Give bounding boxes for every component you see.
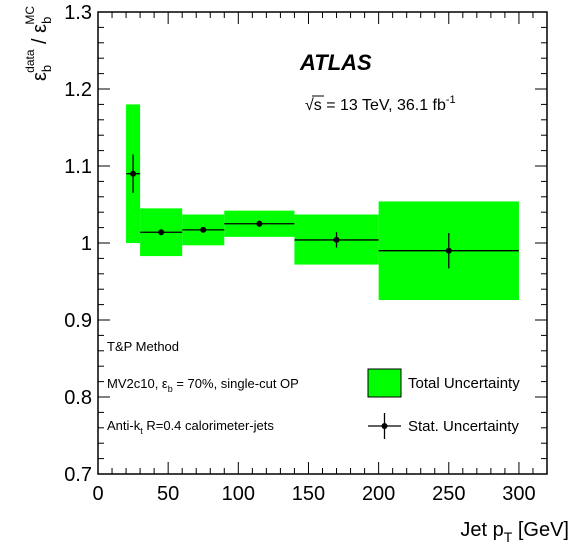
- y-tick-label: 0.8: [64, 387, 92, 409]
- jet-collection-label: Anti-kt R=0.4 calorimeter-jets: [107, 418, 274, 436]
- legend-stat-uncertainty-label: Stat. Uncertainty: [408, 418, 519, 435]
- data-point: [200, 226, 207, 233]
- legend-stat-marker: [381, 423, 388, 429]
- data-points: [126, 154, 519, 269]
- total-uncertainty-bands: [126, 104, 519, 300]
- data-point: [158, 229, 165, 236]
- legend: Total Uncertainty Stat. Uncertainty: [367, 368, 520, 439]
- data-point: [256, 220, 263, 227]
- x-tick-label: 0: [92, 483, 103, 505]
- x-tick-label: 300: [502, 483, 535, 505]
- legend-total-uncertainty-swatch: [367, 368, 402, 398]
- y-tick-label: 0.7: [64, 464, 92, 486]
- x-axis-ticks: 0 50 100 150 200 250 300: [92, 12, 548, 505]
- tagger-label: MV2c10, εb = 70%, single-cut OP: [107, 376, 299, 394]
- y-tick-label: 1.2: [64, 79, 92, 101]
- x-tick-label: 150: [292, 483, 325, 505]
- x-tick-label: 100: [222, 483, 255, 505]
- y-tick-label: 1: [81, 233, 92, 255]
- y-tick-label: 1.3: [64, 2, 92, 24]
- y-axis-label: εbdata / εbMC: [23, 6, 54, 81]
- x-tick-label: 50: [157, 483, 179, 505]
- y-axis-ticks: 0.7 0.8 0.9 1 1.1 1.2 1.3: [64, 2, 547, 486]
- data-point: [445, 247, 452, 254]
- data-point: [333, 236, 340, 243]
- energy-lumi-label: √s = 13 TeV, 36.1 fb-1: [305, 94, 456, 114]
- atlas-label: ATLAS: [299, 50, 372, 75]
- data-point: [130, 170, 137, 177]
- x-tick-label: 250: [432, 483, 465, 505]
- x-tick-label: 200: [362, 483, 395, 505]
- method-label: T&P Method: [107, 339, 179, 354]
- y-tick-label: 1.1: [64, 156, 92, 178]
- legend-total-uncertainty-label: Total Uncertainty: [408, 375, 520, 392]
- y-tick-label: 0.9: [64, 310, 92, 332]
- x-axis-label: Jet pT [GeV]: [460, 519, 569, 545]
